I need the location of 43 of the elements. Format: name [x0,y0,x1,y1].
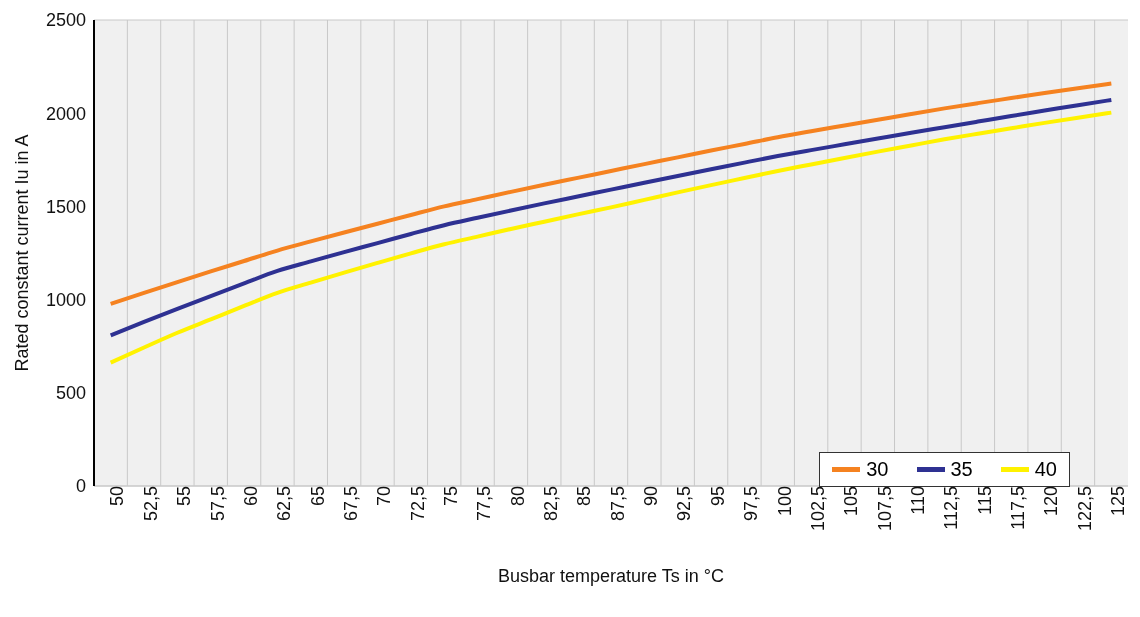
x-tick-label: 82,5 [541,486,562,522]
y-tick-label: 2000 [45,103,86,124]
x-tick-label: 92,5 [674,486,695,522]
y-tick-label: 0 [75,476,86,497]
x-tick-label: 95 [707,486,728,507]
x-tick-label: 55 [174,486,195,507]
x-tick-label: 107,5 [874,486,895,532]
x-tick-label: 77,5 [474,486,495,522]
x-axis-title: Busbar temperature Ts in °C [498,566,724,586]
y-tick-label: 1000 [45,289,86,310]
x-tick-label: 67,5 [340,486,361,522]
x-tick-label: 115 [974,486,995,515]
x-tick-label: 52,5 [140,486,161,522]
legend-label: 35 [950,458,973,481]
x-tick-label: 87,5 [607,486,628,522]
y-tick-label: 2500 [45,10,86,31]
y-tick-label: 500 [55,383,86,404]
x-tick-label: 60 [240,486,261,507]
x-tick-label: 75 [441,486,462,507]
x-tick-label: 65 [307,486,328,507]
x-tick-label: 125 [1108,486,1129,517]
x-tick-label: 62,5 [274,486,295,522]
legend-label: 40 [1034,458,1057,481]
x-tick-label: 120 [1041,486,1062,517]
x-tick-label: 80 [507,486,528,507]
x-tick-label: 105 [841,486,862,517]
y-tick-label: 1500 [45,196,86,217]
x-tick-label: 50 [107,486,128,507]
x-tick-label: 102,5 [807,486,828,532]
x-tick-label: 100 [774,486,795,517]
legend-label: 30 [866,458,889,481]
x-tick-label: 110 [907,486,928,515]
y-axis-title: Rated constant current Iu in A [12,134,33,372]
x-tick-label: 57,5 [207,486,228,522]
x-tick-label: 97,5 [741,486,762,522]
x-tick-label: 117,5 [1008,486,1029,530]
x-tick-label: 90 [641,486,662,507]
x-tick-label: 112,5 [941,486,962,530]
x-tick-label: 122,5 [1074,486,1095,532]
line-series [108,81,1114,306]
x-tick-label: 72,5 [407,486,428,522]
x-tick-label: 70 [374,486,395,507]
x-tick-label: 85 [574,486,595,507]
